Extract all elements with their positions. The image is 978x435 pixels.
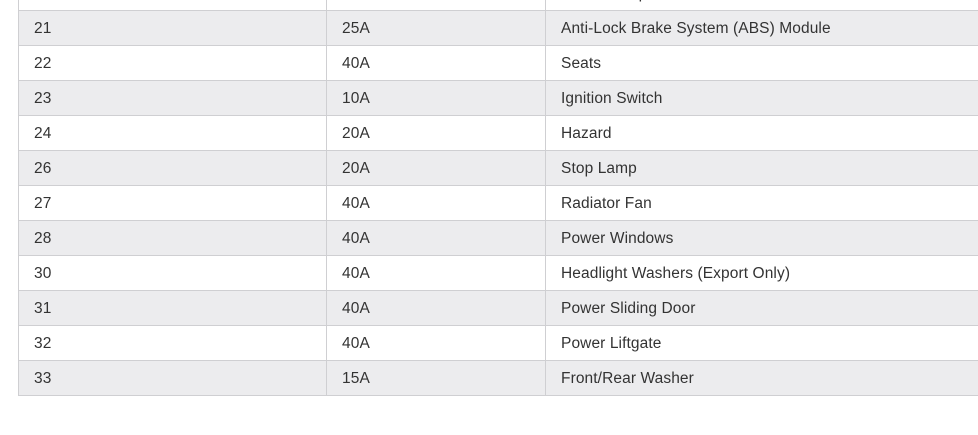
cell-fuse-number: 31 bbox=[18, 290, 327, 326]
table-row: 24 20A Hazard bbox=[18, 115, 978, 151]
table-row: 27 40A Radiator Fan bbox=[18, 185, 978, 221]
cell-fuse-description: Power Windows bbox=[545, 220, 978, 256]
table-row: 2030ACentral Amplifier bbox=[18, 0, 978, 11]
cell-fuse-description: Anti-Lock Brake System (ABS) Module bbox=[545, 10, 978, 46]
cell-fuse-number: 26 bbox=[18, 150, 327, 186]
cell-fuse-description: Central Amplifier bbox=[545, 0, 978, 11]
cell-fuse-rating: 40A bbox=[326, 185, 546, 221]
cell-fuse-description: Headlight Washers (Export Only) bbox=[545, 255, 978, 291]
fuse-table-viewport: 2030ACentral Amplifier2125AAnti-Lock Bra… bbox=[18, 0, 978, 435]
table-row: 22 40A Seats bbox=[18, 45, 978, 81]
cell-fuse-description: Stop Lamp bbox=[545, 150, 978, 186]
cell-fuse-description: Hazard bbox=[545, 115, 978, 151]
cell-fuse-rating: 15A bbox=[326, 360, 546, 396]
cell-fuse-number: 30 bbox=[18, 255, 327, 291]
cell-fuse-number: 27 bbox=[18, 185, 327, 221]
cell-fuse-description: Power Liftgate bbox=[545, 325, 978, 361]
table-row: 23 10A Ignition Switch bbox=[18, 80, 978, 116]
cell-fuse-number: 33 bbox=[18, 360, 327, 396]
table-row: 32 40A Power Liftgate bbox=[18, 325, 978, 361]
fuse-table-body: 2030ACentral Amplifier2125AAnti-Lock Bra… bbox=[18, 0, 978, 396]
cell-fuse-number: 23 bbox=[18, 80, 327, 116]
cell-fuse-description: Seats bbox=[545, 45, 978, 81]
page-footer-strip bbox=[0, 430, 978, 435]
cell-fuse-description: Front/Rear Washer bbox=[545, 360, 978, 396]
cell-fuse-rating: 30A bbox=[326, 0, 546, 11]
cell-fuse-description: Ignition Switch bbox=[545, 80, 978, 116]
cell-fuse-rating: 20A bbox=[326, 115, 546, 151]
table-row: 21 25A Anti-Lock Brake System (ABS) Module bbox=[18, 10, 978, 46]
cell-fuse-number: 32 bbox=[18, 325, 327, 361]
cell-fuse-rating: 25A bbox=[326, 10, 546, 46]
table-row: 30 40A Headlight Washers (Export Only) bbox=[18, 255, 978, 291]
fuse-table: 2030ACentral Amplifier2125AAnti-Lock Bra… bbox=[18, 0, 978, 396]
cell-fuse-number: 21 bbox=[18, 10, 327, 46]
table-row: 26 20A Stop Lamp bbox=[18, 150, 978, 186]
cell-fuse-rating: 40A bbox=[326, 220, 546, 256]
cell-fuse-rating: 40A bbox=[326, 325, 546, 361]
cell-fuse-description: Radiator Fan bbox=[545, 185, 978, 221]
table-row: 31 40A Power Sliding Door bbox=[18, 290, 978, 326]
cell-fuse-rating: 40A bbox=[326, 255, 546, 291]
cell-fuse-number: 20 bbox=[18, 0, 327, 11]
cell-fuse-rating: 40A bbox=[326, 290, 546, 326]
table-row: 28 40A Power Windows bbox=[18, 220, 978, 256]
page-left-gutter bbox=[0, 0, 18, 435]
table-row: 33 15A Front/Rear Washer bbox=[18, 360, 978, 396]
cell-fuse-rating: 10A bbox=[326, 80, 546, 116]
cell-fuse-number: 22 bbox=[18, 45, 327, 81]
cell-fuse-description: Power Sliding Door bbox=[545, 290, 978, 326]
cell-fuse-number: 28 bbox=[18, 220, 327, 256]
cell-fuse-rating: 40A bbox=[326, 45, 546, 81]
cell-fuse-number: 24 bbox=[18, 115, 327, 151]
cell-fuse-rating: 20A bbox=[326, 150, 546, 186]
